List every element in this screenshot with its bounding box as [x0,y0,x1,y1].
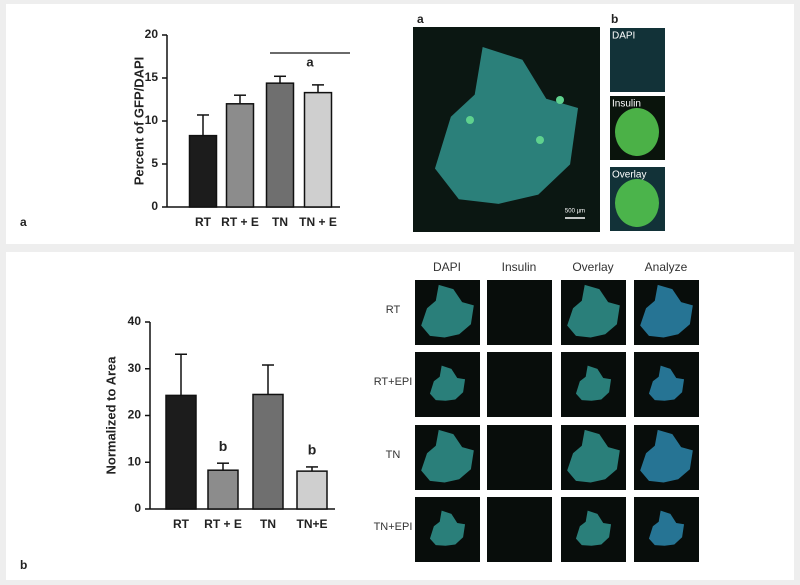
tissue [575,510,612,546]
y-tick-label: 30 [128,361,142,375]
tissue [429,365,466,401]
islet [615,179,659,227]
islet [536,136,544,144]
tissue [575,365,612,401]
y-tick-label: 5 [151,156,158,170]
tissue [421,429,474,483]
tissue [648,510,685,546]
inset-label: DAPI [612,31,635,42]
x-tick-label: TN + E [299,215,337,229]
column-label: Analyze [645,260,688,274]
y-tick-label: 15 [145,70,159,84]
bar [252,393,284,510]
scale-label: 500 µm [565,209,585,215]
micrograph [487,497,552,562]
panel-label: a [20,215,27,229]
row-label: RT [386,304,401,316]
y-tick-label: 0 [151,199,158,213]
bar [165,394,197,510]
y-tick-label: 10 [145,113,159,127]
row-label: TN+EPI [374,521,413,533]
micrograph [610,28,665,92]
tissue [640,284,693,338]
panel-a [6,4,794,244]
column-label: Insulin [502,260,537,274]
tissue [434,46,579,204]
x-tick-label: RT [173,517,190,531]
y-tick-label: 20 [145,27,159,41]
annotation: b [219,438,228,454]
x-tick-label: RT + E [204,517,242,531]
annotation: a [306,54,314,69]
column-label: DAPI [433,260,461,274]
micrograph [487,352,552,417]
y-tick-label: 20 [128,408,142,422]
micrograph [487,425,552,490]
row-label: TN [386,449,401,461]
tissue [567,429,620,483]
y-axis-label: Normalized to Area [103,356,118,475]
inset-label: Insulin [612,99,641,110]
bar [188,134,218,208]
image-label: b [611,12,618,26]
micrograph [487,280,552,345]
tissue [648,365,685,401]
islet [466,116,474,124]
x-tick-label: TN+E [296,517,327,531]
tissue [429,510,466,546]
row-label: RT+EPI [374,376,413,388]
bar [207,469,239,510]
y-tick-label: 40 [128,314,142,328]
x-tick-label: TN [260,517,276,531]
bar [303,91,333,208]
column-label: Overlay [572,260,613,274]
islet [556,96,564,104]
bar [265,82,295,208]
bar [225,103,255,208]
image-label: a [417,12,424,26]
x-tick-label: RT + E [221,215,259,229]
bar [296,470,328,510]
inset-label: Overlay [612,170,646,181]
tissue [567,284,620,338]
x-tick-label: RT [195,215,212,229]
tissue [421,284,474,338]
x-tick-label: TN [272,215,288,229]
islet [615,108,659,156]
y-axis-label: Percent of GFP/DAPI [131,57,146,186]
y-tick-label: 10 [128,454,142,468]
y-tick-label: 0 [134,501,141,515]
panel-label: b [20,558,27,572]
tissue [640,429,693,483]
annotation: b [308,442,317,458]
